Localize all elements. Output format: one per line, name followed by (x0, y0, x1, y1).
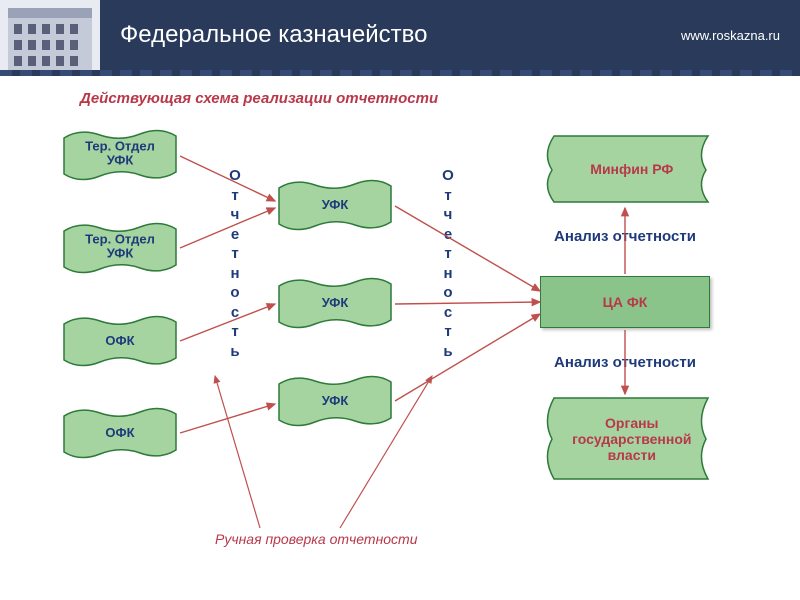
flag-col2-2: УФК (275, 374, 395, 429)
flag-col2-1: УФК (275, 276, 395, 331)
header-building-image (0, 0, 100, 70)
wave-organs: Органыгосударственнойвласти (540, 396, 710, 481)
rect-label: ЦА ФК (603, 294, 648, 310)
wave-label: Органыгосударственнойвласти (560, 414, 705, 462)
flag-col1-1: Тер. ОтделУФК (60, 221, 180, 276)
wave-minfin: Минфин РФ (540, 134, 710, 204)
header-bar: Федеральное казначейство www.roskazna.ru (0, 0, 800, 70)
analysis-label-1: Анализ отчетности (540, 228, 710, 245)
analysis-label-2: Анализ отчетности (540, 354, 710, 371)
vertical-label-1: Отчетность (227, 166, 243, 361)
rect-ca-fk: ЦА ФК (540, 276, 710, 328)
flag-label: УФК (275, 393, 395, 408)
header-url: www.roskazna.ru (681, 28, 780, 43)
flag-col1-2: ОФК (60, 314, 180, 369)
flag-label: ОФК (60, 333, 180, 348)
diagram-title: Действующая схема реализации отчетности (80, 90, 438, 107)
header-title: Федеральное казначейство (120, 21, 428, 49)
wave-label: Минфин РФ (560, 161, 705, 177)
flag-label: ОФК (60, 425, 180, 440)
flag-col2-0: УФК (275, 178, 395, 233)
flag-label: УФК (275, 295, 395, 310)
flag-label: Тер. ОтделУФК (60, 139, 180, 169)
flag-label: Тер. ОтделУФК (60, 232, 180, 262)
flag-col1-3: ОФК (60, 406, 180, 461)
vertical-label-2: Отчетность (440, 166, 456, 361)
footer-note: Ручная проверка отчетности (215, 531, 418, 547)
flag-label: УФК (275, 197, 395, 212)
diagram-area: Действующая схема реализации отчетности … (0, 76, 800, 600)
flag-col1-0: Тер. ОтделУФК (60, 128, 180, 183)
